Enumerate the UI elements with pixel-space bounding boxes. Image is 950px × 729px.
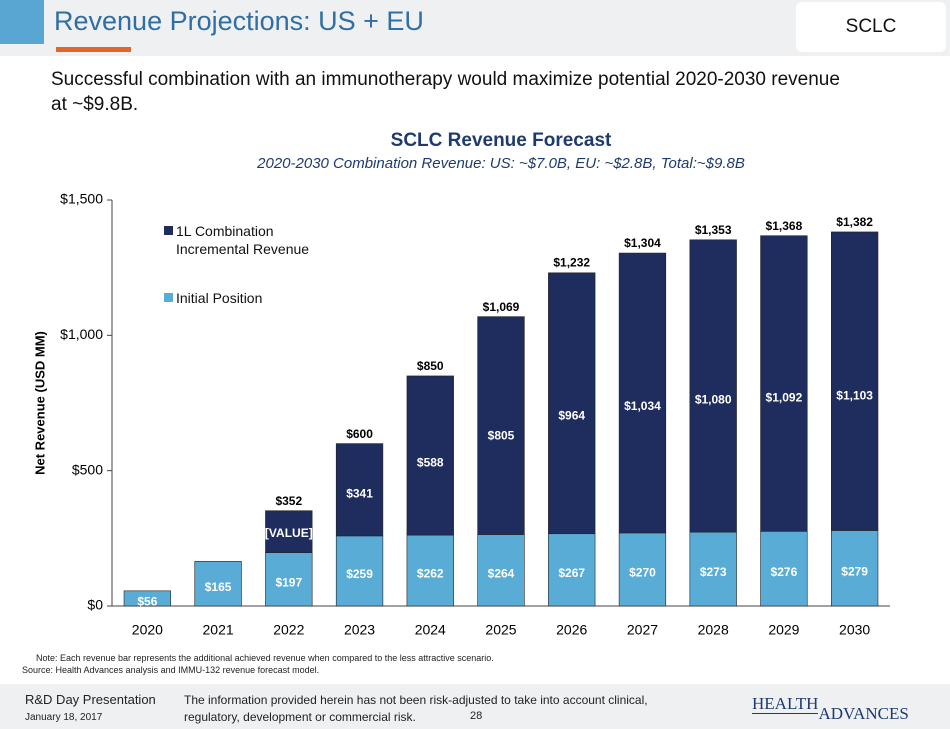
bar-segment: [194, 561, 242, 607]
header-square: [0, 0, 44, 44]
total-label: $1,382: [836, 215, 873, 229]
bar-segment: [406, 534, 454, 607]
bar-segment: [477, 316, 525, 535]
bar-segment: [618, 252, 667, 534]
bar-segment: [548, 533, 596, 607]
value-label: $56: [137, 595, 157, 609]
bar-segment: [689, 531, 737, 607]
bar-segment: [760, 530, 808, 607]
bar-segment: [618, 532, 667, 607]
value-label: $165: [205, 580, 232, 594]
value-label: $279: [841, 564, 868, 578]
value-label: $1,103: [836, 388, 873, 402]
total-label: $850: [417, 359, 444, 373]
bar-segment: [548, 272, 596, 535]
legend-swatch: [164, 293, 173, 302]
value-label: $259: [346, 567, 373, 581]
bar-segment: [477, 534, 525, 607]
value-label: $264: [488, 566, 515, 580]
total-label: $1,232: [553, 256, 590, 270]
footer-band: [0, 684, 950, 729]
summary: Successful combination with an immunothe…: [51, 69, 840, 115]
y-tick-label: $1,500: [60, 191, 103, 207]
total-label: $1,304: [624, 236, 661, 250]
x-tick-label: 2030: [839, 622, 870, 638]
tag: SCLC: [796, 2, 946, 52]
bar-segment: [265, 552, 313, 607]
page-number: 28: [470, 710, 483, 722]
footer-event: R&D Day Presentation: [25, 692, 156, 707]
bar-segment: [830, 231, 879, 531]
y-axis-title: Net Revenue (USD MM): [32, 331, 47, 475]
x-tick-label: 2020: [132, 622, 163, 638]
total-label: $600: [346, 427, 373, 441]
bar-segment: [406, 375, 454, 536]
total-label: $1,353: [695, 223, 732, 237]
value-label: $341: [346, 487, 373, 501]
footer-date: January 18, 2017: [25, 712, 103, 723]
x-tick-label: 2022: [273, 622, 304, 638]
legend-label: Initial Position: [176, 290, 263, 306]
bar-segment: [335, 443, 384, 537]
y-tick-label: $0: [87, 597, 103, 613]
bar-segment: [760, 235, 808, 532]
value-label: $276: [771, 565, 798, 579]
title-underline: [56, 47, 131, 52]
value-label: [VALUE]: [265, 526, 313, 540]
logo-right: ADVANCES: [818, 704, 909, 723]
legend-entry: Initial Position: [164, 289, 341, 307]
logo-left: HEALTH: [752, 694, 819, 714]
value-label: $262: [417, 567, 444, 581]
value-label: $270: [629, 566, 656, 580]
x-tick-label: 2028: [698, 622, 729, 638]
chart-title: SCLC Revenue Forecast: [391, 130, 612, 151]
header-band: [0, 0, 950, 56]
value-label: $1,092: [766, 390, 803, 404]
legend-label: 1L Combination Incremental Revenue: [176, 223, 310, 257]
y-tick-label: $500: [72, 461, 103, 477]
logo: HEALTHADVANCES: [752, 694, 909, 723]
x-tick-label: 2024: [415, 622, 446, 638]
disclaimer: The information provided herein has not …: [184, 693, 648, 724]
slide-title: Revenue Projections: US + EU: [54, 6, 424, 36]
total-label: $1,368: [766, 219, 803, 233]
bar-segment: [335, 535, 384, 607]
x-tick-label: 2029: [768, 622, 799, 638]
value-label: $964: [558, 408, 585, 422]
value-label: $1,034: [624, 399, 661, 413]
legend-entry: 1L Combination Incremental Revenue: [164, 222, 341, 258]
total-label: $352: [275, 494, 302, 508]
total-label: $1,069: [483, 300, 520, 314]
note: Note: Each revenue bar represents the ad…: [36, 653, 494, 663]
value-label: $267: [558, 566, 585, 580]
bar-segment: [689, 239, 737, 533]
bar-segment: [265, 510, 313, 553]
bar-segment: [830, 530, 879, 607]
bar-segment: [123, 590, 172, 607]
x-tick-label: 2026: [556, 622, 587, 638]
value-label: $805: [488, 429, 515, 443]
source: Source: Health Advances analysis and IMM…: [22, 665, 320, 675]
value-label: $197: [275, 576, 302, 590]
x-tick-label: 2021: [203, 622, 234, 638]
x-tick-label: 2025: [485, 622, 516, 638]
x-tick-label: 2027: [627, 622, 658, 638]
chart-subtitle: 2020-2030 Combination Revenue: US: ~$7.0…: [256, 155, 745, 172]
legend-swatch: [164, 226, 173, 235]
value-label: $1,080: [695, 393, 732, 407]
y-tick-label: $1,000: [60, 326, 103, 342]
value-label: $588: [417, 456, 444, 470]
value-label: $273: [700, 565, 727, 579]
x-tick-label: 2023: [344, 622, 375, 638]
